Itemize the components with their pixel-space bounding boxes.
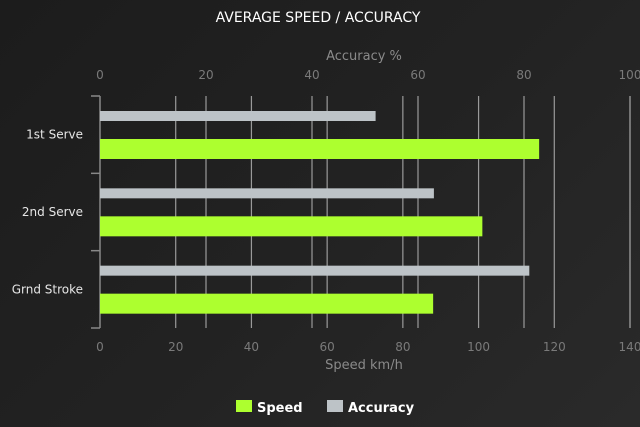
bottom-tick-label: 100: [467, 340, 490, 354]
bottom-tick-label: 140: [619, 340, 640, 354]
top-tick-label: 20: [198, 68, 213, 82]
bottom-tick-label: 40: [244, 340, 259, 354]
bottom-tick-label: 60: [320, 340, 335, 354]
category-label: 1st Serve: [26, 128, 83, 142]
top-tick-label: 100: [619, 68, 640, 82]
chart-title: AVERAGE SPEED / ACCURACY: [216, 10, 421, 26]
bottom-tick-label: 20: [168, 340, 183, 354]
bottom-tick-label: 0: [96, 340, 104, 354]
bar-speed: [100, 216, 483, 237]
top-tick-label: 40: [304, 68, 319, 82]
bar-accuracy: [100, 188, 434, 199]
bar-speed: [100, 293, 434, 314]
legend-label-accuracy: Accuracy: [348, 401, 415, 416]
bottom-tick-label: 120: [543, 340, 566, 354]
legend-label-speed: Speed: [257, 401, 303, 416]
category-label: 2nd Serve: [22, 205, 83, 219]
legend-swatch-speed: [236, 400, 252, 412]
bar-speed: [100, 139, 540, 159]
category-label: Grnd Stroke: [12, 282, 83, 296]
top-tick-label: 0: [96, 68, 104, 82]
legend-swatch-accuracy: [327, 400, 343, 412]
bar-accuracy: [100, 265, 530, 276]
bottom-axis-title: Speed km/h: [325, 358, 403, 373]
top-tick-label: 80: [516, 68, 531, 82]
top-axis-title: Accuracy %: [326, 49, 402, 64]
bar-accuracy: [100, 111, 376, 121]
bottom-tick-label: 80: [395, 340, 410, 354]
top-tick-label: 60: [410, 68, 425, 82]
